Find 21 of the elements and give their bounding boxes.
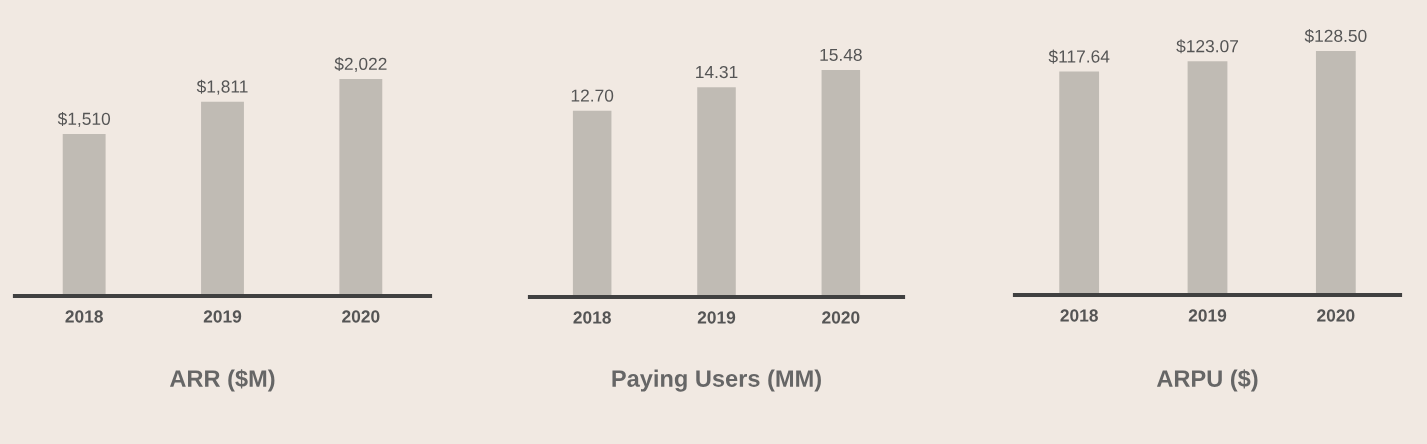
data-label: $128.50 (1304, 28, 1367, 44)
x-tick-label: 2018 (65, 310, 103, 323)
data-label: 15.48 (820, 48, 862, 62)
data-label: $117.64 (1048, 49, 1110, 64)
text: Paying Users (MM) (612, 369, 821, 392)
data-label: $123.07 (1176, 39, 1239, 54)
x-tick-label: 2020 (342, 310, 380, 323)
text: ARPU ($) (1156, 369, 1258, 392)
data-label: 14.31 (696, 65, 738, 79)
text: ARR ($M) (169, 369, 275, 392)
x-tick-label: 2020 (1317, 309, 1355, 322)
x-tick-label: 2020 (822, 311, 860, 324)
data-label: 12.70 (571, 89, 614, 102)
x-tick-label: 2019 (203, 310, 242, 323)
x-tick-label: 2018 (1060, 309, 1098, 322)
data-label: $1,811 (196, 79, 248, 95)
data-label: $2,022 (334, 56, 387, 73)
x-tick-label: 2019 (1188, 309, 1227, 322)
x-tick-label: 2018 (573, 311, 611, 324)
x-tick-label: 2019 (697, 311, 736, 324)
data-label: $1,510 (57, 111, 111, 128)
